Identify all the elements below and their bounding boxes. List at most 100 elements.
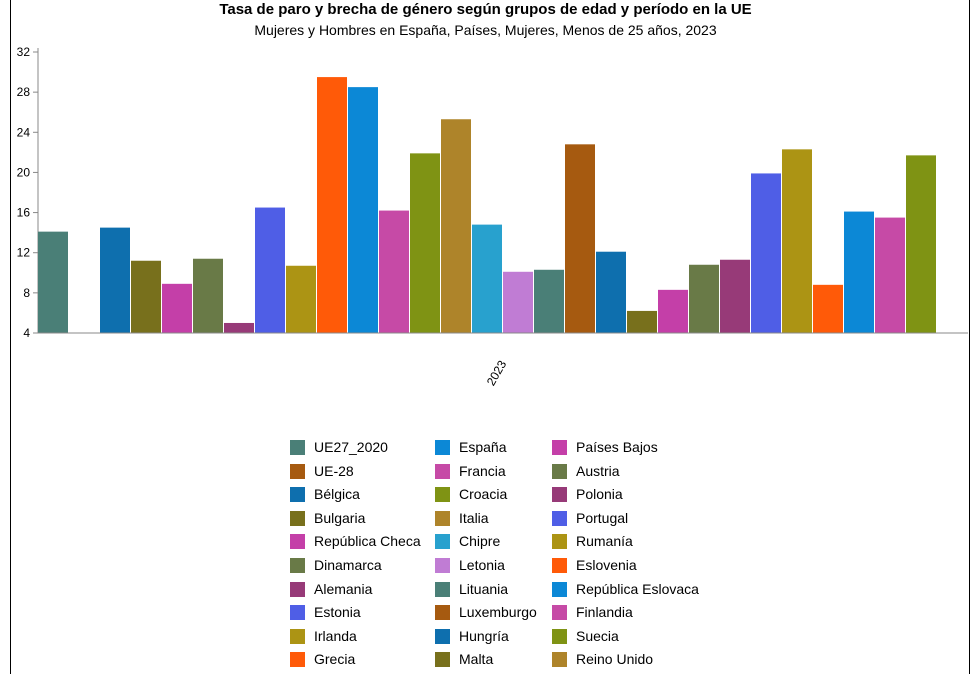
- legend-swatch: [290, 463, 305, 479]
- legend-swatch: [552, 652, 567, 668]
- bar-chart: 4 8 12 16 20 24 28 32 2023: [17, 45, 968, 388]
- bar-república-checa: [162, 283, 192, 333]
- y-tick-label: 8: [23, 286, 30, 300]
- legend-label: Finlandia: [576, 604, 633, 621]
- bar-portugal: [751, 173, 781, 333]
- legend-swatch: [435, 440, 450, 455]
- y-tick-label: 12: [17, 246, 31, 260]
- bar-eslovenia: [813, 284, 843, 333]
- legend-label: Rumanía: [576, 533, 633, 550]
- bar-irlanda: [286, 265, 316, 333]
- legend-label: República Checa: [314, 533, 421, 550]
- bar-españa: [348, 87, 378, 333]
- legend-label: Letonia: [459, 557, 505, 573]
- legend-label: Hungría: [459, 627, 509, 644]
- legend-swatch: [290, 440, 305, 455]
- bar-suecia: [906, 155, 936, 333]
- legend-swatch: [290, 487, 305, 503]
- legend-swatch: [552, 463, 567, 479]
- bar-países-bajos: [658, 289, 688, 333]
- legend-swatch: [435, 558, 450, 573]
- bar-bulgaria: [131, 260, 161, 333]
- legend-label: Grecia: [314, 651, 356, 668]
- legend-swatch: [552, 440, 567, 455]
- bar-italia: [441, 119, 471, 333]
- legend-label: Malta: [459, 651, 494, 668]
- legend-swatch: [290, 510, 305, 526]
- bar-finlandia: [875, 217, 905, 333]
- bar-alemania: [224, 322, 254, 333]
- legend-swatch: [290, 605, 305, 621]
- bar-dinamarca: [193, 258, 223, 333]
- bar-ue27-2020: [38, 231, 68, 333]
- legend-swatch: [290, 558, 305, 573]
- y-tick-label: 4: [23, 326, 30, 340]
- legend-swatch: [290, 534, 305, 550]
- chart-title: Tasa de paro y brecha de género según gr…: [219, 1, 752, 18]
- bar-croacia: [410, 153, 440, 333]
- legend-swatch: [552, 628, 567, 644]
- legend-label: Bulgaria: [314, 509, 366, 526]
- bars: [38, 77, 936, 333]
- legend-swatch: [290, 628, 305, 644]
- chart-frame: [10, 0, 970, 674]
- legend-swatch: [435, 581, 450, 597]
- chart-subtitle: Mujeres y Hombres en España, Países, Muj…: [254, 22, 717, 38]
- legend-label: Suecia: [576, 627, 619, 644]
- legend-swatch: [435, 534, 450, 550]
- legend-label: Chipre: [459, 533, 501, 550]
- legend-label: Estonia: [314, 604, 361, 621]
- bar-chipre: [472, 224, 502, 333]
- legend-swatch: [290, 581, 305, 597]
- bar-austria: [689, 264, 719, 333]
- legend-label: Reino Unido: [576, 651, 654, 668]
- legend-label: Países Bajos: [576, 439, 658, 455]
- legend-swatch: [552, 510, 567, 526]
- legend-label: UE-28: [314, 462, 354, 479]
- legend-swatch: [435, 652, 450, 668]
- bar-república-eslovaca: [844, 211, 874, 333]
- legend-swatch: [435, 487, 450, 503]
- legend-label: España: [459, 439, 507, 455]
- bar-malta: [627, 310, 657, 333]
- legend-swatch: [552, 605, 567, 621]
- bar-rumanía: [782, 149, 812, 333]
- legend-label: Eslovenia: [576, 557, 637, 573]
- legend-swatch: [552, 581, 567, 597]
- legend-label: Luxemburgo: [459, 604, 537, 621]
- bar-polonia: [720, 259, 750, 333]
- legend-label: Alemania: [314, 580, 373, 597]
- bar-estonia: [255, 207, 285, 333]
- legend-label: UE27_2020: [314, 439, 388, 455]
- legend-swatch: [435, 510, 450, 526]
- legend-swatch: [435, 605, 450, 621]
- bar-luxemburgo: [565, 144, 595, 333]
- y-tick-label: 32: [17, 45, 31, 59]
- legend-swatch: [552, 558, 567, 573]
- legend-swatch: [552, 534, 567, 550]
- legend-label: Irlanda: [314, 627, 357, 644]
- legend-label: Croacia: [459, 486, 508, 503]
- y-tick-label: 24: [17, 125, 31, 139]
- legend-label: República Eslovaca: [576, 580, 699, 597]
- y-tick-label: 20: [17, 165, 31, 179]
- bar-bélgica: [100, 227, 130, 333]
- legend-label: Bélgica: [314, 486, 360, 503]
- y-tick-label: 16: [17, 206, 31, 220]
- bar-lituania: [534, 269, 564, 333]
- legend-label: Italia: [459, 509, 489, 526]
- legend-label: Polonia: [576, 486, 623, 503]
- legend-swatch: [435, 628, 450, 644]
- legend-swatch: [552, 487, 567, 503]
- legend-swatch: [290, 652, 305, 668]
- bar-letonia: [503, 271, 533, 333]
- y-tick-label: 28: [17, 85, 31, 99]
- legend-label: Dinamarca: [314, 557, 382, 573]
- legend-label: Francia: [459, 462, 506, 479]
- legend-label: Lituania: [459, 580, 509, 597]
- bar-grecia: [317, 77, 347, 333]
- legend-label: Portugal: [576, 509, 629, 526]
- y-axis: 4 8 12 16 20 24 28 32: [17, 45, 39, 340]
- bar-francia: [379, 210, 409, 333]
- x-tick-label: 2023: [484, 358, 510, 388]
